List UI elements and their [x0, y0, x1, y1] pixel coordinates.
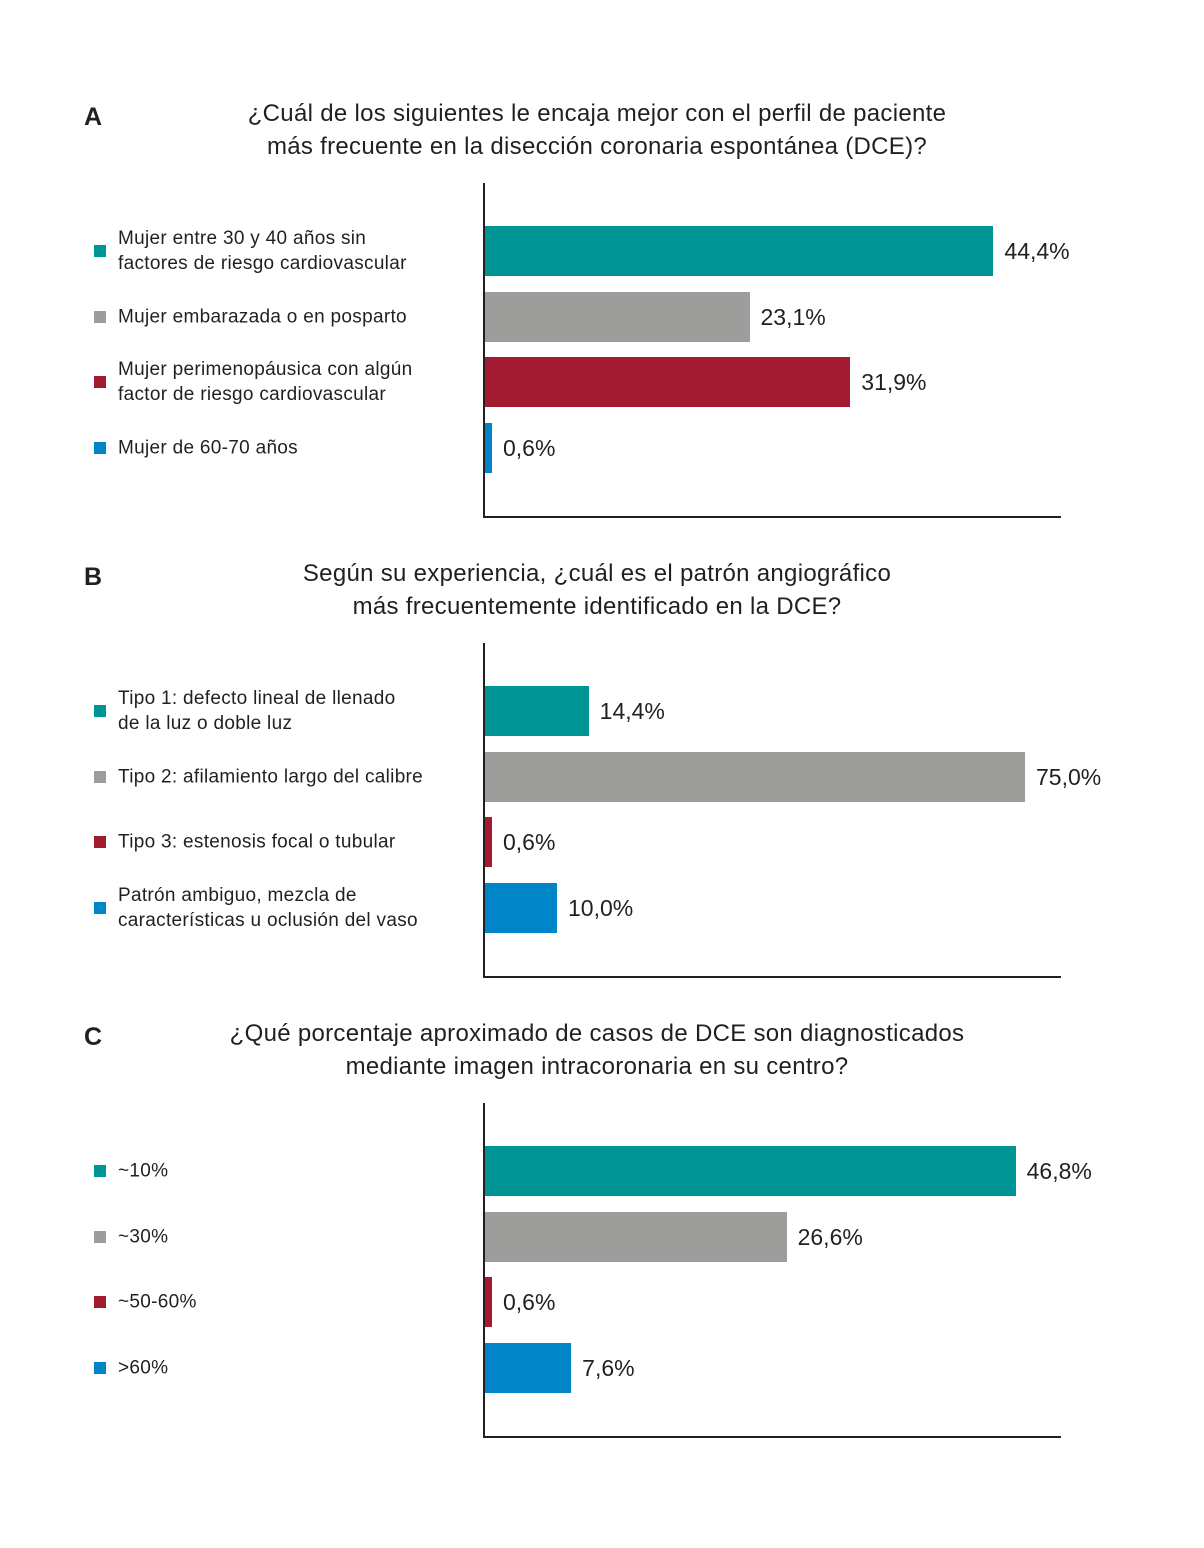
bar-row: ~30% 26,6%	[0, 1211, 1204, 1262]
category-label-line: Mujer embarazada o en posparto	[118, 306, 407, 327]
bar-row: ~10% 46,8%	[0, 1146, 1204, 1196]
bar	[485, 686, 589, 736]
bar	[485, 751, 1025, 802]
legend-swatch	[94, 836, 106, 848]
chart-title-line: Según su experiencia, ¿cuál es el patrón…	[302, 560, 892, 587]
bar-row: Mujer embarazada o en posparto 23,1%	[0, 291, 1204, 342]
chart-title: ¿Cuál de los siguientes le encaja mejor …	[180, 97, 1014, 163]
value-label: 10,0%	[568, 894, 634, 921]
bar	[485, 291, 750, 342]
legend-swatch	[94, 1296, 106, 1308]
category-label: Tipo 3: estenosis focal o tubular	[118, 830, 468, 855]
category-label-line: ~10%	[118, 1160, 169, 1182]
chart-title: Según su experiencia, ¿cuál es el patrón…	[180, 557, 1014, 623]
value-label: 23,1%	[760, 303, 826, 330]
category-label: Patrón ambiguo, mezcla de características…	[118, 883, 468, 933]
category-label-line: factores de riesgo cardiovascular	[118, 253, 407, 274]
value-label: 75,0%	[1036, 763, 1102, 790]
chart-title-line: más frecuente en la disección coronaria …	[266, 133, 928, 160]
legend-swatch	[94, 376, 106, 388]
bar-row: Tipo 3: estenosis focal o tubular 0,6%	[0, 817, 1204, 867]
y-axis-line	[483, 1103, 485, 1438]
legend-swatch	[94, 705, 106, 717]
category-label-line: Mujer de 60-70 años	[118, 437, 298, 458]
category-label-line: ~50-60%	[118, 1291, 197, 1313]
bar	[485, 1211, 787, 1262]
chart-panel-c: C ¿Qué porcentaje aproximado de casos de …	[0, 1015, 1204, 1475]
value-label: 0,6%	[503, 434, 556, 461]
bar	[485, 817, 492, 867]
category-label-line: factor de riesgo cardiovascular	[118, 384, 387, 405]
category-label-line: Tipo 3: estenosis focal o tubular	[118, 831, 396, 853]
chart-title: ¿Qué porcentaje aproximado de casos de D…	[180, 1017, 1014, 1083]
value-label: 44,4%	[1004, 238, 1070, 264]
category-label-line: >60%	[118, 1357, 169, 1378]
category-label-line: Tipo 2: afilamiento largo del calibre	[118, 766, 424, 787]
category-label-line: Mujer perimenopáusica con algún	[118, 359, 413, 380]
legend-swatch	[94, 770, 106, 783]
bar	[485, 1277, 492, 1327]
legend-swatch	[94, 1230, 106, 1243]
bar	[485, 882, 557, 933]
bar	[485, 1342, 572, 1393]
x-axis-line	[483, 1436, 1061, 1438]
category-label-line: Patrón ambiguo, mezcla de	[118, 884, 357, 906]
value-label: 7,6%	[582, 1354, 635, 1381]
category-label-line: Tipo 1: defecto lineal de llenado	[118, 688, 396, 709]
category-label: ~30%	[118, 1224, 468, 1249]
category-label: Tipo 2: afilamiento largo del calibre	[118, 764, 468, 789]
category-label: Mujer perimenopáusica con algún factor de…	[118, 357, 468, 407]
chart-title-line: ¿Cuál de los siguientes le encaja mejor …	[247, 100, 947, 127]
chart-title-line: más frecuentemente identificado en la DC…	[352, 593, 842, 620]
bar-row: Patrón ambiguo, mezcla de características…	[0, 882, 1204, 933]
category-label-line: de la luz o doble luz	[118, 713, 293, 734]
category-label-line: ~30%	[118, 1226, 169, 1247]
bar-row: Mujer entre 30 y 40 años sin factores de …	[0, 226, 1204, 276]
category-label: Mujer de 60-70 años	[118, 435, 468, 460]
category-label-line: Mujer entre 30 y 40 años sin	[118, 228, 367, 249]
legend-swatch	[94, 901, 106, 914]
category-label: Mujer entre 30 y 40 años sin factores de …	[118, 226, 468, 276]
category-label: ~10%	[118, 1159, 468, 1184]
value-label: 31,9%	[861, 369, 927, 395]
legend-swatch	[94, 245, 106, 257]
y-axis-line	[483, 643, 485, 978]
value-label: 0,6%	[503, 1289, 556, 1315]
bar	[485, 1146, 1016, 1196]
value-label: 14,4%	[599, 698, 665, 724]
bar	[485, 226, 994, 276]
panel-letter: A	[84, 103, 103, 131]
legend-swatch	[94, 441, 106, 454]
chart-title-line: ¿Qué porcentaje aproximado de casos de D…	[229, 1020, 965, 1047]
x-axis-line	[483, 516, 1061, 518]
bar-row: Tipo 1: defecto lineal de llenado de la l…	[0, 686, 1204, 736]
legend-swatch	[94, 1165, 106, 1177]
chart-panel-b: B Según su experiencia, ¿cuál es el patró…	[0, 555, 1204, 1015]
chart-panel-a: A ¿Cuál de los siguientes le encaja mejor…	[0, 95, 1204, 555]
y-axis-line	[483, 183, 485, 518]
x-axis-line	[483, 976, 1061, 978]
category-label: Tipo 1: defecto lineal de llenado de la l…	[118, 686, 468, 736]
bar-row: ~50-60% 0,6%	[0, 1277, 1204, 1327]
category-label: Mujer embarazada o en posparto	[118, 304, 468, 329]
category-label-line: características u oclusión del vaso	[118, 909, 418, 931]
legend-swatch	[94, 310, 106, 323]
category-label: ~50-60%	[118, 1290, 468, 1315]
bar-row: >60% 7,6%	[0, 1342, 1204, 1393]
bar-row: Tipo 2: afilamiento largo del calibre 75,…	[0, 751, 1204, 802]
category-label: >60%	[118, 1355, 468, 1380]
chart-title-line: mediante imagen intracoronaria en su cen…	[345, 1053, 849, 1080]
bar	[485, 422, 492, 473]
bar	[485, 357, 851, 407]
bar-row: Mujer de 60-70 años 0,6%	[0, 422, 1204, 473]
value-label: 0,6%	[503, 829, 556, 855]
legend-swatch	[94, 1361, 106, 1374]
bar-row: Mujer perimenopáusica con algún factor de…	[0, 357, 1204, 407]
panel-letter: B	[84, 563, 103, 591]
value-label: 46,8%	[1026, 1158, 1092, 1184]
value-label: 26,6%	[797, 1223, 863, 1250]
panel-letter: C	[84, 1023, 103, 1051]
